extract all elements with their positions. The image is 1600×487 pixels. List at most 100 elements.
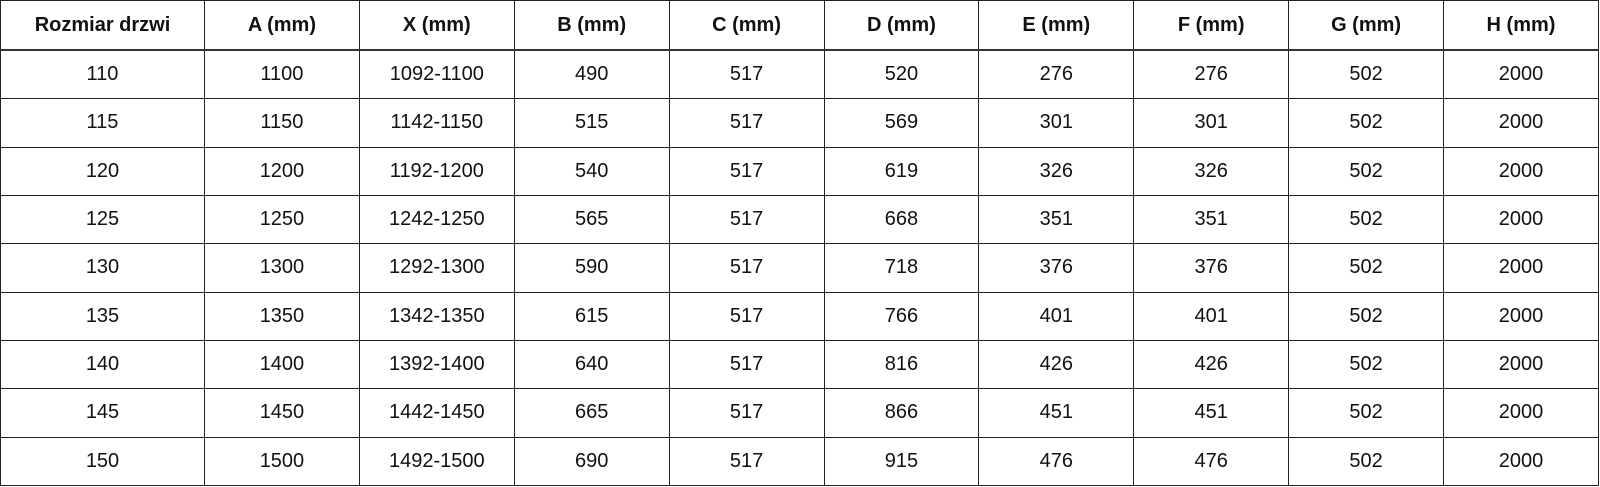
- table-row: 115 1150 1142-1150 515 517 569 301 301 502 2000: [0, 98, 1599, 148]
- table-cell: 1100: [204, 49, 360, 100]
- table-cell: 502: [1288, 98, 1444, 148]
- column-header: Rozmiar drzwi: [0, 0, 205, 51]
- table-row: 130 1300 1292-1300 590 517 718 376 376 502 2000: [0, 243, 1599, 293]
- column-header: F (mm): [1133, 0, 1290, 51]
- table-cell: 451: [978, 388, 1135, 438]
- table-cell: 502: [1288, 291, 1444, 341]
- table-cell: 120: [0, 146, 205, 196]
- table-cell: 517: [668, 291, 825, 341]
- table-cell: 502: [1288, 436, 1444, 487]
- table-cell: 766: [823, 291, 980, 341]
- column-header: G (mm): [1288, 0, 1444, 51]
- table-cell: 2000: [1443, 98, 1599, 148]
- table-cell: 476: [1133, 436, 1290, 487]
- table-cell: 1200: [204, 146, 360, 196]
- table-cell: 2000: [1443, 49, 1599, 100]
- column-header: D (mm): [823, 0, 980, 51]
- table-body: 110 1100 1092-1100 490 517 520 276 276 502 2000 11…: [0, 49, 1599, 487]
- table-cell: 1392-1400: [358, 339, 515, 390]
- table-cell: 145: [0, 388, 205, 438]
- table-cell: 619: [823, 146, 980, 196]
- table-cell: 2000: [1443, 339, 1599, 390]
- table-cell: 301: [978, 98, 1135, 148]
- table-cell: 426: [1133, 339, 1290, 390]
- table-cell: 502: [1288, 339, 1444, 390]
- table-cell: 276: [978, 49, 1135, 100]
- table-row: 150 1500 1492-1500 690 517 915 476 476 502 2000: [0, 436, 1599, 487]
- table-row: 135 1350 1342-1350 615 517 766 401 401 502 2000: [0, 291, 1599, 341]
- table-cell: 1142-1150: [358, 98, 515, 148]
- table-cell: 276: [1133, 49, 1290, 100]
- table-cell: 502: [1288, 49, 1444, 100]
- table-cell: 502: [1288, 388, 1444, 438]
- table-cell: 351: [978, 194, 1135, 245]
- table-cell: 515: [513, 98, 670, 148]
- table-cell: 517: [668, 339, 825, 390]
- table-cell: 517: [668, 194, 825, 245]
- header-row: Rozmiar drzwi A (mm) X (mm) B (mm) C (mm) D (…: [0, 0, 1599, 51]
- table-cell: 502: [1288, 194, 1444, 245]
- table-cell: 351: [1133, 194, 1290, 245]
- table-cell: 326: [978, 146, 1135, 196]
- table-cell: 401: [1133, 291, 1290, 341]
- table-cell: 866: [823, 388, 980, 438]
- table-cell: 565: [513, 194, 670, 245]
- table-cell: 1450: [204, 388, 360, 438]
- table-cell: 1342-1350: [358, 291, 515, 341]
- table-cell: 476: [978, 436, 1135, 487]
- table-cell: 301: [1133, 98, 1290, 148]
- table-cell: 520: [823, 49, 980, 100]
- table-cell: 517: [668, 436, 825, 487]
- table-cell: 915: [823, 436, 980, 487]
- column-header: B (mm): [513, 0, 670, 51]
- table-row: 110 1100 1092-1100 490 517 520 276 276 502 2000: [0, 49, 1599, 100]
- table-cell: 1442-1450: [358, 388, 515, 438]
- table-cell: 517: [668, 146, 825, 196]
- table-cell: 718: [823, 243, 980, 293]
- table-cell: 150: [0, 436, 205, 487]
- table-cell: 115: [0, 98, 205, 148]
- table-cell: 502: [1288, 146, 1444, 196]
- table-cell: 590: [513, 243, 670, 293]
- table-cell: 376: [978, 243, 1135, 293]
- table-cell: 2000: [1443, 291, 1599, 341]
- column-header: E (mm): [978, 0, 1135, 51]
- table-cell: 517: [668, 388, 825, 438]
- table-cell: 517: [668, 98, 825, 148]
- table-cell: 1300: [204, 243, 360, 293]
- table-cell: 615: [513, 291, 670, 341]
- table-cell: 1492-1500: [358, 436, 515, 487]
- table-cell: 490: [513, 49, 670, 100]
- table-cell: 1242-1250: [358, 194, 515, 245]
- table-cell: 326: [1133, 146, 1290, 196]
- table-cell: 1150: [204, 98, 360, 148]
- table-cell: 502: [1288, 243, 1444, 293]
- table-cell: 517: [668, 243, 825, 293]
- table-cell: 540: [513, 146, 670, 196]
- table-cell: 451: [1133, 388, 1290, 438]
- table-cell: 1250: [204, 194, 360, 245]
- table-cell: 2000: [1443, 388, 1599, 438]
- table-cell: 1350: [204, 291, 360, 341]
- table-cell: 816: [823, 339, 980, 390]
- table-cell: 2000: [1443, 194, 1599, 245]
- table-cell: 2000: [1443, 436, 1599, 487]
- table-cell: 1192-1200: [358, 146, 515, 196]
- table-cell: 517: [668, 49, 825, 100]
- table-row: 125 1250 1242-1250 565 517 668 351 351 502 2000: [0, 194, 1599, 245]
- table-row: 120 1200 1192-1200 540 517 619 326 326 502 2000: [0, 146, 1599, 196]
- table-cell: 125: [0, 194, 205, 245]
- table-cell: 401: [978, 291, 1135, 341]
- column-header: C (mm): [668, 0, 825, 51]
- table-cell: 1092-1100: [358, 49, 515, 100]
- table-cell: 130: [0, 243, 205, 293]
- column-header: H (mm): [1443, 0, 1599, 51]
- column-header: A (mm): [204, 0, 360, 51]
- column-header: X (mm): [358, 0, 515, 51]
- table-cell: 2000: [1443, 243, 1599, 293]
- table-cell: 135: [0, 291, 205, 341]
- table-cell: 1400: [204, 339, 360, 390]
- table-cell: 665: [513, 388, 670, 438]
- table-cell: 569: [823, 98, 980, 148]
